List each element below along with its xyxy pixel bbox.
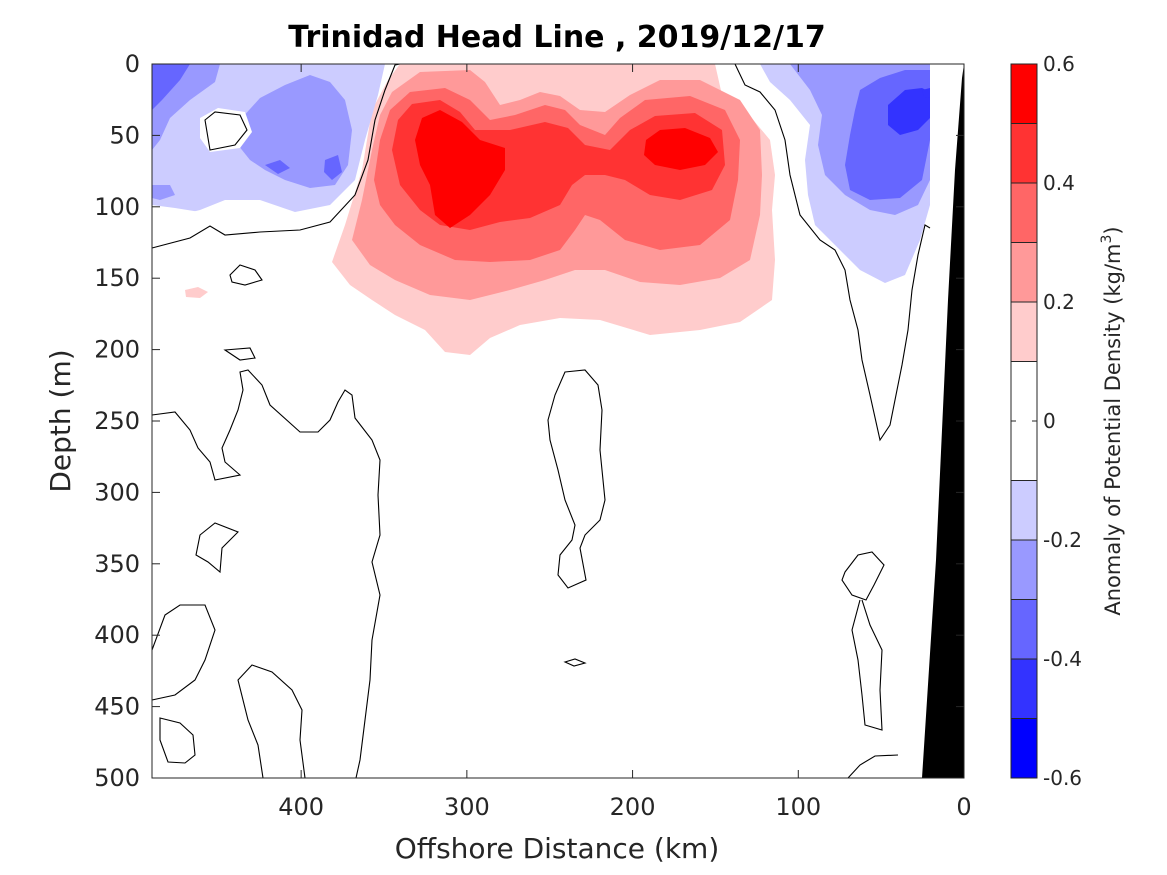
zero-contour-offshore — [151, 63, 401, 249]
y-tick-label: 400 — [94, 621, 140, 649]
negative-anomaly-region — [888, 88, 930, 135]
x-tick-label: 0 — [956, 793, 971, 821]
zero-contour-deep-right-3 — [847, 754, 899, 779]
negative-anomaly-region — [238, 75, 352, 188]
y-tick-label: 350 — [94, 550, 140, 578]
colorbar-band — [1011, 302, 1037, 362]
colorbar-tick-label: 0.4 — [1043, 171, 1075, 195]
plot-area — [151, 63, 965, 779]
colorbar-tick-label: 0 — [1043, 409, 1056, 433]
x-tick-label: 200 — [610, 793, 656, 821]
colorbar-band — [1011, 242, 1037, 302]
positive-anomaly-region — [415, 110, 505, 228]
colorbar-tick-label: -0.4 — [1043, 647, 1082, 671]
colorbar-label-superscript: 3 — [1099, 235, 1115, 244]
zero-contour-deep-mid — [237, 664, 306, 779]
colorbar-band — [1011, 183, 1037, 243]
colorbar-label-close: ) — [1101, 226, 1125, 234]
colorbar-tick-label: -0.2 — [1043, 528, 1082, 552]
negative-anomaly-region — [265, 160, 290, 174]
colorbar-band — [1011, 718, 1037, 778]
zero-contour-deep-right-2 — [851, 599, 883, 731]
colorbar-band — [1011, 599, 1037, 659]
neutral-anomaly-island — [200, 108, 252, 152]
y-tick-label: 0 — [125, 50, 140, 78]
y-tick-label: 500 — [94, 764, 140, 792]
positive-anomaly-region — [185, 287, 208, 298]
y-axis-label: Depth (m) — [44, 349, 77, 492]
negative-anomaly-region — [152, 64, 190, 110]
x-tick-label: 100 — [775, 793, 821, 821]
seafloor-bathymetry — [922, 64, 964, 778]
zero-contour-island-3 — [223, 347, 256, 361]
colorbar: 0.6 0.4 0.2 0 -0.2 -0.4 -0.6 Anomaly of Potent… — [1010, 52, 1125, 790]
positive-anomaly-fills — [185, 64, 775, 355]
x-axis-ticks: 400 300 200 100 0 — [278, 64, 972, 821]
zero-contour-deep-right — [841, 551, 885, 601]
zero-contour-nearshore — [734, 63, 931, 442]
colorbar-tick-label: -0.6 — [1043, 766, 1082, 790]
positive-anomaly-region — [644, 128, 718, 170]
zero-contour-island-1 — [204, 111, 248, 151]
colorbar-tick-label: 0.2 — [1043, 290, 1075, 314]
zero-contour-left-bottom — [159, 717, 196, 764]
colorbar-tick-label: 0.6 — [1043, 52, 1075, 76]
x-axis-label: Offshore Distance (km) — [395, 832, 720, 865]
zero-contour-left-blob — [195, 522, 239, 574]
y-tick-label: 300 — [94, 478, 140, 506]
colorbar-label-main: Anomaly of Potential Density (kg/m — [1101, 244, 1125, 616]
y-tick-label: 250 — [94, 407, 140, 435]
colorbar-band — [1011, 540, 1037, 600]
y-tick-label: 150 — [94, 264, 140, 292]
y-axis-ticks: 0 50 100 150 200 250 300 350 400 450 500 — [94, 50, 964, 792]
zero-contour-mid-speck — [563, 658, 587, 667]
zero-contour-left-lower — [151, 604, 216, 701]
neutral-anomaly-island — [152, 205, 200, 228]
x-tick-label: 300 — [444, 793, 490, 821]
colorbar-ticks: 0.6 0.4 0.2 0 -0.2 -0.4 -0.6 — [1011, 52, 1082, 790]
zero-contour-island-2 — [229, 264, 263, 286]
colorbar-band — [1011, 123, 1037, 183]
y-tick-label: 50 — [109, 121, 140, 149]
colorbar-band — [1011, 659, 1037, 719]
negative-anomaly-region — [922, 88, 930, 98]
colorbar-label: Anomaly of Potential Density (kg/m3) — [1099, 226, 1125, 615]
zero-contour-mid — [547, 369, 606, 589]
zero-contour-lines — [151, 63, 931, 779]
chart-title: Trinidad Head Line , 2019/12/17 — [288, 20, 825, 55]
negative-anomaly-region — [152, 185, 175, 200]
negative-anomaly-region — [324, 155, 342, 180]
contour-fill-layer — [152, 64, 930, 355]
colorbar-band — [1011, 64, 1037, 124]
y-tick-label: 200 — [94, 336, 140, 364]
y-tick-label: 100 — [94, 193, 140, 221]
colorbar-band — [1011, 480, 1037, 540]
y-tick-label: 450 — [94, 693, 140, 721]
negative-anomaly-fills — [152, 64, 930, 283]
zero-contour-offshore-deep — [151, 369, 381, 779]
x-tick-label: 400 — [278, 793, 324, 821]
